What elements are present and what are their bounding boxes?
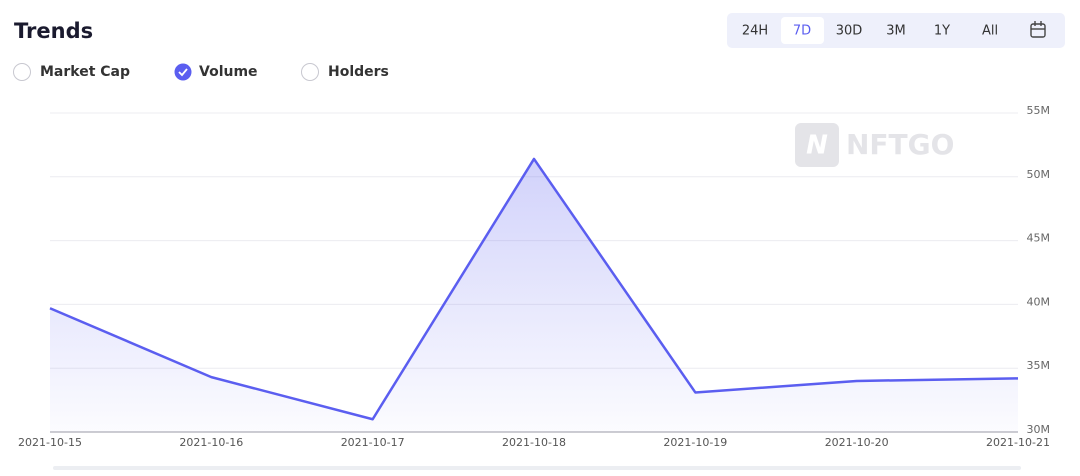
y-tick-label: 35M [1027, 359, 1051, 372]
y-tick-label: 50M [1027, 168, 1051, 181]
title: Trends [14, 19, 93, 43]
range-button[interactable]: 24H [742, 24, 768, 39]
range-button[interactable]: 30D [836, 24, 863, 39]
watermark-logo [795, 123, 839, 167]
option[interactable]: Market Cap [40, 64, 130, 80]
range-active [781, 17, 824, 44]
x-tick-label: 2021-10-15 [18, 436, 82, 449]
radio-checked[interactable] [174, 63, 192, 81]
option[interactable]: Volume [199, 64, 258, 80]
check [178, 68, 188, 77]
y-tick-label: 55M [1027, 104, 1051, 117]
y-tick-label: 40M [1027, 295, 1051, 308]
x-tick-label: 2021-10-16 [179, 436, 243, 449]
watermark: NFTGO [846, 128, 954, 161]
radio[interactable] [301, 63, 319, 81]
x-tick-label: 2021-10-19 [663, 436, 727, 449]
range-button[interactable]: 1Y [934, 24, 950, 39]
option[interactable]: Holders [328, 64, 389, 80]
range-button[interactable]: All [982, 24, 998, 39]
line [49, 157, 1019, 421]
x-tick-label: 2021-10-21 [986, 436, 1050, 449]
area [50, 158, 1018, 432]
x-tick-label: 2021-10-20 [825, 436, 889, 449]
radio[interactable] [13, 63, 31, 81]
x-tick-label: 2021-10-17 [341, 436, 405, 449]
scrollbar[interactable] [53, 466, 1021, 470]
range-button[interactable]: 7D [793, 24, 811, 39]
calendar-icon[interactable] [1030, 21, 1046, 38]
watermark-glyph: N [806, 131, 828, 161]
y-tick-label: 45M [1027, 232, 1051, 245]
y-tick-label: 30M [1027, 423, 1051, 436]
range-button[interactable]: 3M [886, 24, 906, 39]
x-tick-label: 2021-10-18 [502, 436, 566, 449]
